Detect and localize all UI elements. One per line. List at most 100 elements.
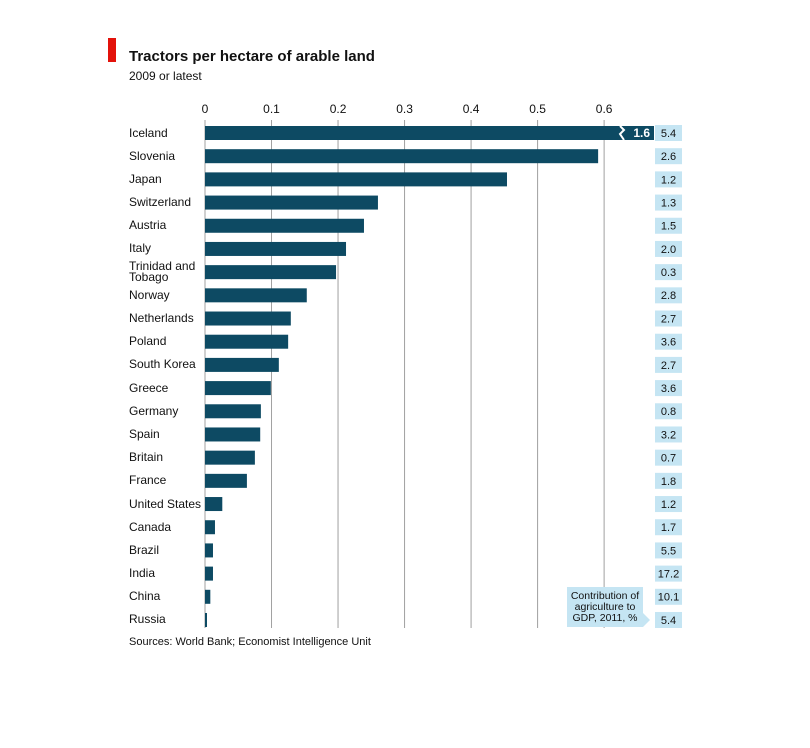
side-value-box bbox=[655, 264, 682, 281]
side-value-box bbox=[655, 171, 682, 188]
side-value-label: 0.3 bbox=[661, 267, 676, 279]
category-label: Norway bbox=[129, 287, 170, 302]
category-label: Russia bbox=[129, 612, 166, 627]
category-label: Japan bbox=[129, 171, 162, 186]
category-label: Iceland bbox=[129, 125, 168, 140]
side-value-box bbox=[655, 333, 682, 350]
category-label: Switzerland bbox=[129, 195, 192, 210]
side-value-label: 10.1 bbox=[658, 592, 679, 604]
category-label: Brazil bbox=[129, 542, 160, 557]
side-value-box bbox=[655, 287, 682, 304]
x-tick-label: 0.4 bbox=[463, 102, 480, 116]
bar bbox=[205, 450, 255, 465]
side-value-box bbox=[655, 449, 682, 466]
bar bbox=[205, 241, 347, 256]
category-label: Canada bbox=[129, 519, 172, 534]
side-value-box bbox=[655, 403, 682, 420]
x-tick-label: 0 bbox=[202, 102, 209, 116]
bar bbox=[205, 473, 247, 488]
title-flag bbox=[108, 38, 116, 62]
x-tick-label: 0.6 bbox=[596, 102, 613, 116]
side-series-name: Contribution of agriculture to GDP, 2011… bbox=[567, 587, 643, 627]
side-value-box bbox=[655, 496, 682, 513]
side-value-box bbox=[655, 194, 682, 211]
side-value-label: 1.3 bbox=[661, 197, 676, 209]
category-label: India bbox=[129, 566, 156, 581]
category-label: Spain bbox=[129, 426, 160, 441]
side-value-label: 3.6 bbox=[661, 337, 676, 349]
side-value-box bbox=[655, 310, 682, 327]
category-label: Netherlands bbox=[129, 311, 194, 326]
x-tick-label: 0.3 bbox=[396, 102, 413, 116]
bar bbox=[205, 218, 364, 233]
side-value-label: 2.8 bbox=[661, 290, 676, 302]
side-value-box bbox=[655, 519, 682, 536]
side-value-label: 1.7 bbox=[661, 522, 676, 534]
side-value-box bbox=[655, 588, 682, 605]
side-value-box bbox=[655, 472, 682, 489]
side-value-label: 1.8 bbox=[661, 476, 676, 488]
side-value-box bbox=[655, 356, 682, 373]
bar bbox=[205, 149, 599, 164]
x-tick-label: 0.2 bbox=[330, 102, 347, 116]
side-value-box bbox=[655, 611, 682, 628]
bar bbox=[205, 520, 215, 535]
category-label: United States bbox=[129, 496, 202, 511]
side-value-box bbox=[655, 380, 682, 397]
category-label: South Korea bbox=[129, 357, 196, 372]
bar bbox=[205, 566, 213, 581]
side-value-label: 2.7 bbox=[661, 313, 676, 325]
category-label: France bbox=[129, 473, 167, 488]
bar bbox=[205, 404, 261, 419]
category-label: China bbox=[129, 589, 161, 604]
bar bbox=[205, 612, 207, 627]
chart-title: Tractors per hectare of arable land bbox=[129, 48, 375, 65]
category-label: Britain bbox=[129, 450, 164, 465]
category-label: Austria bbox=[129, 218, 167, 233]
side-value-label: 5.4 bbox=[661, 615, 676, 627]
category-label: Italy bbox=[129, 241, 152, 256]
chart-subtitle: 2009 or latest bbox=[129, 69, 202, 83]
x-tick-label: 0.5 bbox=[529, 102, 546, 116]
category-label: Greece bbox=[129, 380, 169, 395]
category-label: Slovenia bbox=[129, 148, 176, 163]
bar bbox=[205, 357, 279, 372]
side-value-label: 2.7 bbox=[661, 360, 676, 372]
bar bbox=[205, 334, 289, 349]
side-value-label: 1.2 bbox=[661, 499, 676, 511]
bar bbox=[205, 265, 337, 280]
side-value-label: 5.4 bbox=[661, 128, 676, 140]
side-value-label: 3.6 bbox=[661, 383, 676, 395]
side-value-box bbox=[655, 217, 682, 234]
side-value-label: 3.2 bbox=[661, 429, 676, 441]
side-value-label: 2.6 bbox=[661, 151, 676, 163]
bar bbox=[205, 288, 307, 303]
side-value-label: 2.0 bbox=[661, 244, 676, 256]
category-label: Germany bbox=[129, 403, 179, 418]
side-value-box bbox=[655, 565, 682, 582]
category-label: Poland bbox=[129, 334, 167, 349]
bar bbox=[205, 427, 261, 442]
bar bbox=[205, 381, 271, 396]
side-value-label: 17.2 bbox=[658, 569, 679, 581]
side-value-label: 0.8 bbox=[661, 406, 676, 418]
source: Sources: World Bank; Economist Intellige… bbox=[129, 636, 371, 648]
bar bbox=[205, 311, 291, 326]
category-label: Trinidad and Tobago bbox=[129, 259, 196, 285]
bar bbox=[205, 195, 378, 210]
bar bbox=[205, 543, 213, 558]
side-value-label: 5.5 bbox=[661, 545, 676, 557]
side-value-label: 1.2 bbox=[661, 174, 676, 186]
side-value-label: 1.5 bbox=[661, 221, 676, 233]
bar bbox=[205, 172, 507, 187]
side-value-box bbox=[655, 426, 682, 443]
bar bbox=[205, 126, 654, 140]
side-value-box bbox=[655, 148, 682, 165]
bar bbox=[205, 497, 223, 512]
x-tick-label: 0.1 bbox=[263, 102, 280, 116]
side-value-label: 0.7 bbox=[661, 453, 676, 465]
value-label: 1.6 bbox=[633, 126, 650, 140]
axis-break bbox=[618, 125, 626, 141]
